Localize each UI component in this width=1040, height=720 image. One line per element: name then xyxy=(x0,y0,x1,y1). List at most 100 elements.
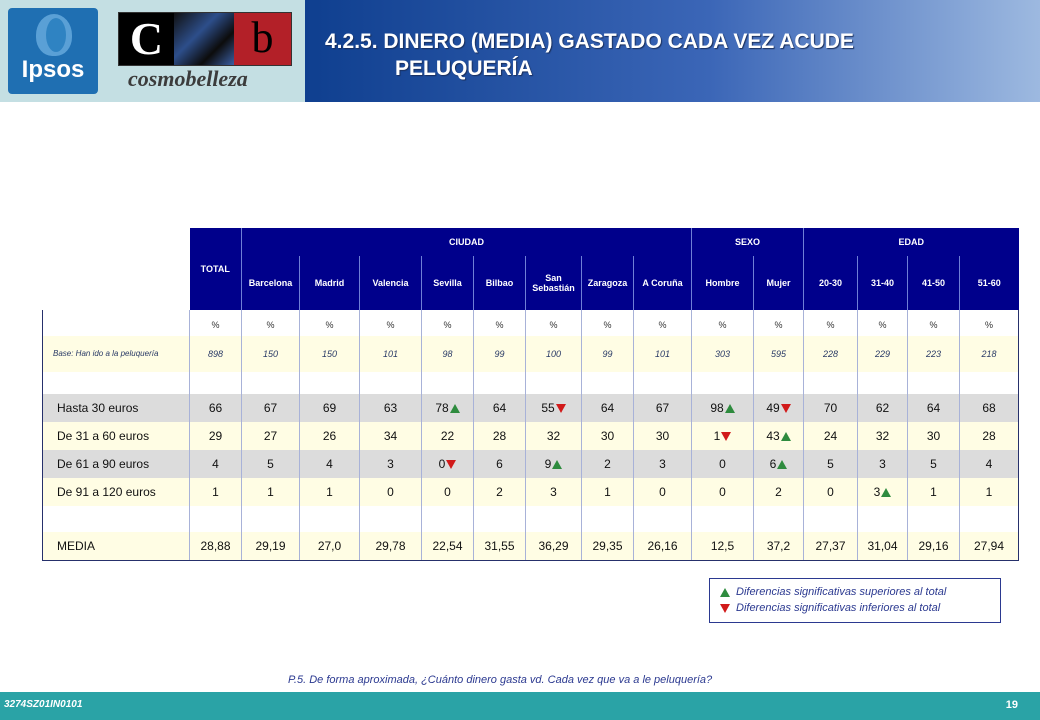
significance-down-icon xyxy=(780,404,791,414)
value-cell: 67 xyxy=(633,394,692,422)
cosmobelleza-brand-text: cosmobelleza xyxy=(128,66,248,91)
value-cell: 0 xyxy=(803,478,858,506)
percent-cell: % xyxy=(189,314,242,336)
spacer-cell xyxy=(857,372,908,394)
table-row xyxy=(42,506,1020,532)
value-text: 67 xyxy=(263,401,278,415)
base-value: 595 xyxy=(752,336,804,372)
value-cell: 28 xyxy=(473,422,526,450)
percent-cell: % xyxy=(359,314,422,336)
value-text: 0 xyxy=(827,485,834,499)
value-text: 26,16 xyxy=(647,538,678,553)
value-cell: 0 xyxy=(691,450,754,478)
percent-cell: % xyxy=(581,314,634,336)
significance-up-icon xyxy=(724,404,735,414)
table-row: De 61 a 90 euros 4 5 4 3 0 6 9 2 3 0 6 5 3 5 4 xyxy=(42,450,1020,478)
value-cell: 5 xyxy=(241,450,300,478)
value-text: 1 xyxy=(604,485,611,499)
value-cell: 3 xyxy=(857,478,908,506)
group-header-row: TOTAL CIUDAD SEXO EDAD xyxy=(43,228,1019,310)
significance-up-icon xyxy=(780,432,791,442)
base-value: 229 xyxy=(857,336,908,372)
spacer-cell xyxy=(189,506,242,532)
row-label: Hasta 30 euros xyxy=(42,394,190,422)
spacer-cell xyxy=(359,310,422,314)
value-cell: 3 xyxy=(359,450,422,478)
value-cell: 26,16 xyxy=(633,532,692,561)
column-header-row: Barcelona Madrid Valencia Sevilla Bilbao San … xyxy=(43,256,1019,310)
base-value: 898 xyxy=(189,336,242,372)
spacer-cell xyxy=(691,310,754,314)
column-header: Bilbao xyxy=(473,256,526,310)
value-cell: 28,88 xyxy=(189,532,242,561)
spacer-cell xyxy=(421,372,474,394)
spacer-cell xyxy=(525,310,582,314)
value-text: 0 xyxy=(387,485,394,499)
value-cell: 32 xyxy=(525,422,582,450)
value-text: 28 xyxy=(492,429,507,443)
group-ciudad: CIUDAD xyxy=(241,228,692,256)
spacer-cell xyxy=(803,372,858,394)
value-text: 68 xyxy=(982,401,996,415)
table-row: %%%%%%%%%%%%%%% xyxy=(42,314,1020,336)
column-header: San Sebastián xyxy=(525,256,582,310)
value-text: 27,37 xyxy=(815,538,846,553)
value-text: 1 xyxy=(713,429,721,443)
value-cell: 29,16 xyxy=(907,532,960,561)
spacer-cell xyxy=(752,372,804,394)
spacer-cell xyxy=(299,506,360,532)
value-text: 29 xyxy=(208,429,223,443)
value-cell: 70 xyxy=(803,394,858,422)
page-number: 19 xyxy=(1005,699,1018,711)
value-cell: 0 xyxy=(359,478,422,506)
value-text: 1 xyxy=(985,485,993,499)
spacer-cell xyxy=(907,310,960,314)
total-header: TOTAL xyxy=(189,228,242,310)
value-cell: 30 xyxy=(581,422,634,450)
value-cell: 1 xyxy=(959,478,1020,506)
value-cell: 3 xyxy=(857,450,908,478)
value-text: 2 xyxy=(496,485,503,499)
value-cell: 67 xyxy=(241,394,300,422)
spacer-cell xyxy=(42,310,190,314)
value-text: 9 xyxy=(544,457,552,471)
value-text: 29,78 xyxy=(375,538,406,553)
percent-cell: % xyxy=(959,314,1020,336)
row-label: De 61 a 90 euros xyxy=(42,450,190,478)
percent-cell: % xyxy=(525,314,582,336)
value-cell: 98 xyxy=(691,394,754,422)
spacer-cell xyxy=(189,372,242,394)
value-text: 28,88 xyxy=(200,538,231,553)
value-cell: 26 xyxy=(299,422,360,450)
value-text: 49 xyxy=(766,401,780,415)
logo-photo-icon xyxy=(174,13,234,65)
column-header: A Coruña xyxy=(633,256,692,310)
value-cell: 27 xyxy=(241,422,300,450)
spacer-cell xyxy=(857,310,908,314)
value-cell: 68 xyxy=(959,394,1020,422)
group-edad: EDAD xyxy=(803,228,1019,256)
value-text: 29,16 xyxy=(918,538,949,553)
value-cell: 5 xyxy=(803,450,858,478)
value-cell: 22 xyxy=(421,422,474,450)
value-text: 32 xyxy=(875,429,890,443)
value-text: 55 xyxy=(541,401,555,415)
value-text: 67 xyxy=(655,401,670,415)
value-cell: 4 xyxy=(189,450,242,478)
value-cell: 27,94 xyxy=(959,532,1020,561)
value-cell: 0 xyxy=(421,450,474,478)
percent-cell: % xyxy=(691,314,754,336)
value-text: 64 xyxy=(926,401,941,415)
significance-up-icon xyxy=(881,488,892,498)
value-text: 64 xyxy=(600,401,615,415)
value-text: 29,19 xyxy=(255,538,286,553)
spacer-cell xyxy=(959,310,1020,314)
base-value: 100 xyxy=(525,336,582,372)
value-cell: 24 xyxy=(803,422,858,450)
value-text: 3 xyxy=(659,457,666,471)
value-text: 31,55 xyxy=(484,538,515,553)
value-cell: 27,37 xyxy=(803,532,858,561)
value-text: 1 xyxy=(326,485,333,499)
spacer-cell xyxy=(42,506,190,532)
value-cell: 29,35 xyxy=(581,532,634,561)
